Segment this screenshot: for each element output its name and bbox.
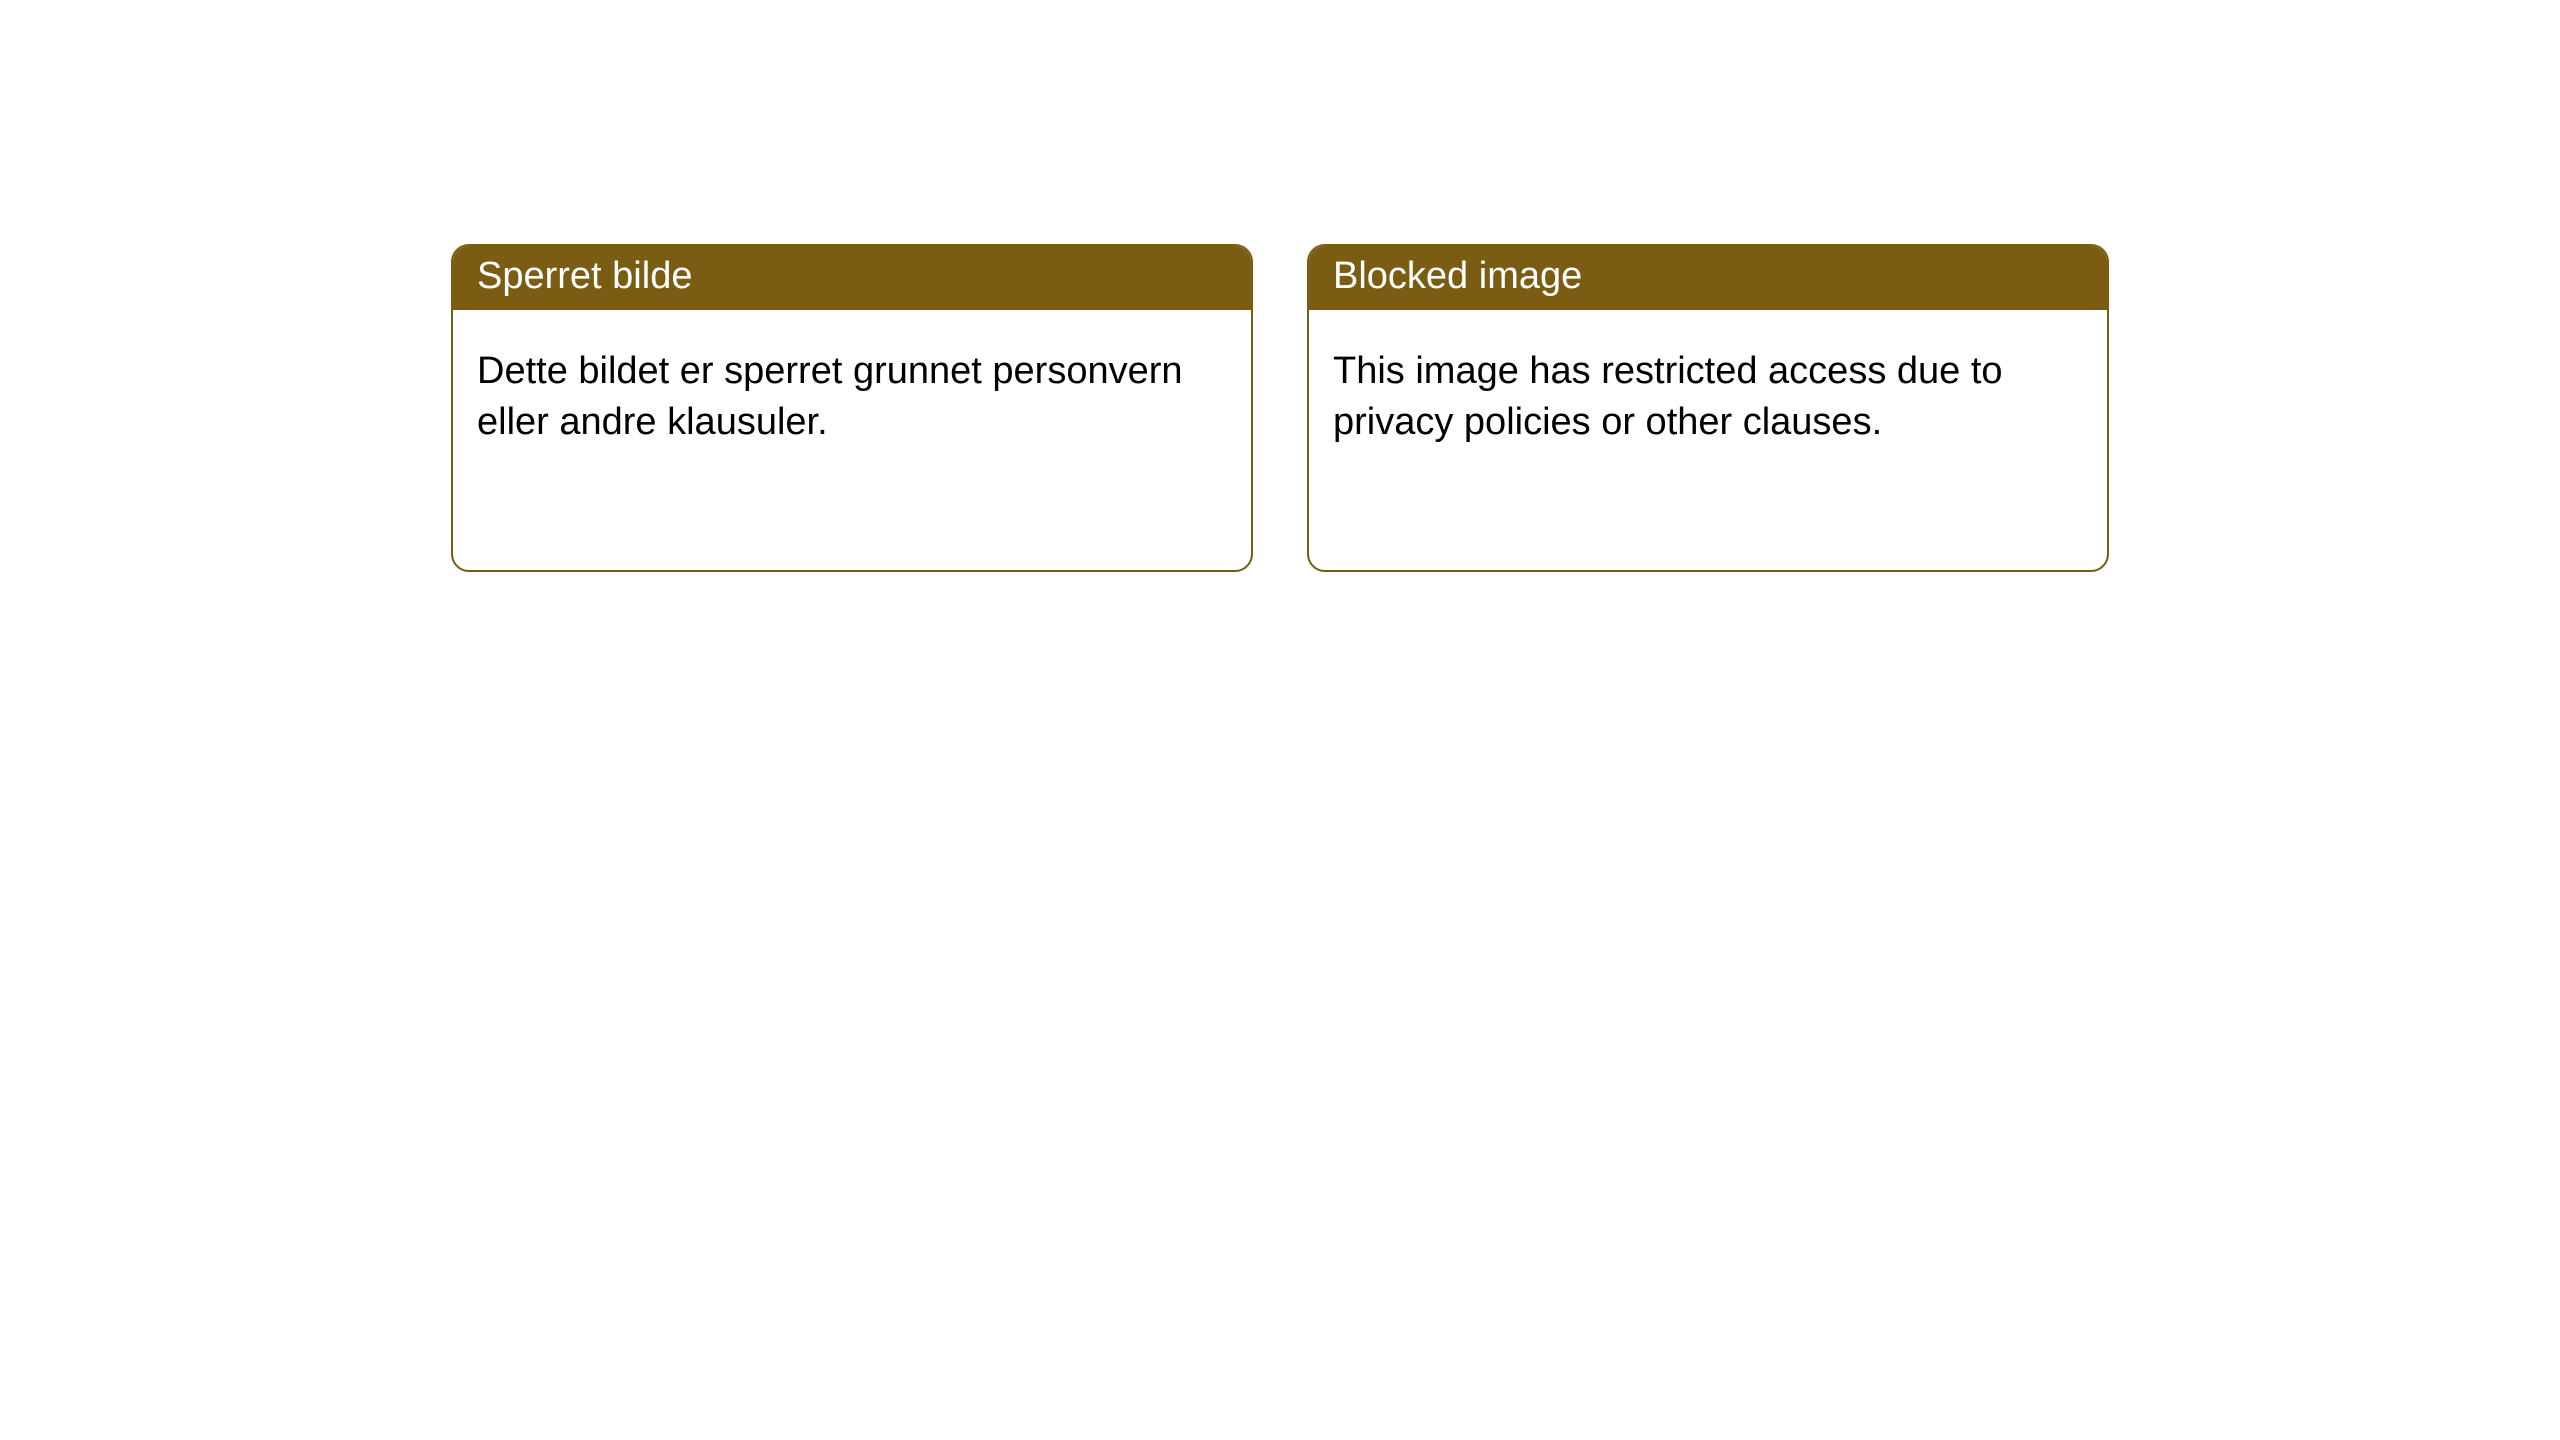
notice-body: Dette bildet er sperret grunnet personve…: [453, 310, 1251, 570]
notice-card-english: Blocked image This image has restricted …: [1307, 244, 2109, 572]
notice-header: Sperret bilde: [453, 246, 1251, 310]
notice-header: Blocked image: [1309, 246, 2107, 310]
notice-body: This image has restricted access due to …: [1309, 310, 2107, 570]
notice-card-norwegian: Sperret bilde Dette bildet er sperret gr…: [451, 244, 1253, 572]
notice-container: Sperret bilde Dette bildet er sperret gr…: [0, 0, 2560, 572]
